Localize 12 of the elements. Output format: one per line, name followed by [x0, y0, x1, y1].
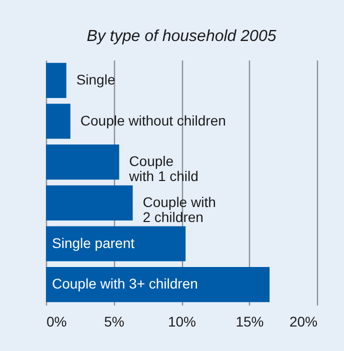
y-tick-label: Single	[76, 71, 116, 88]
x-tick-label: 20%	[289, 314, 318, 330]
y-tick-label: Couple without children	[80, 112, 226, 128]
x-tick-label: 5%	[104, 314, 124, 330]
y-tick-label: Single parent	[52, 234, 135, 251]
y-tick-label: Couple with 2 children	[142, 194, 216, 225]
y-tick-label: Couple with 3+ children	[52, 276, 198, 292]
x-tick-label: 0%	[46, 314, 67, 330]
x-tick-label: 10%	[168, 314, 196, 330]
x-tick-label: 15%	[236, 314, 264, 330]
chart-title: By type of household 2005	[86, 28, 276, 45]
y-tick-label: Couple with 1 child	[128, 153, 198, 184]
